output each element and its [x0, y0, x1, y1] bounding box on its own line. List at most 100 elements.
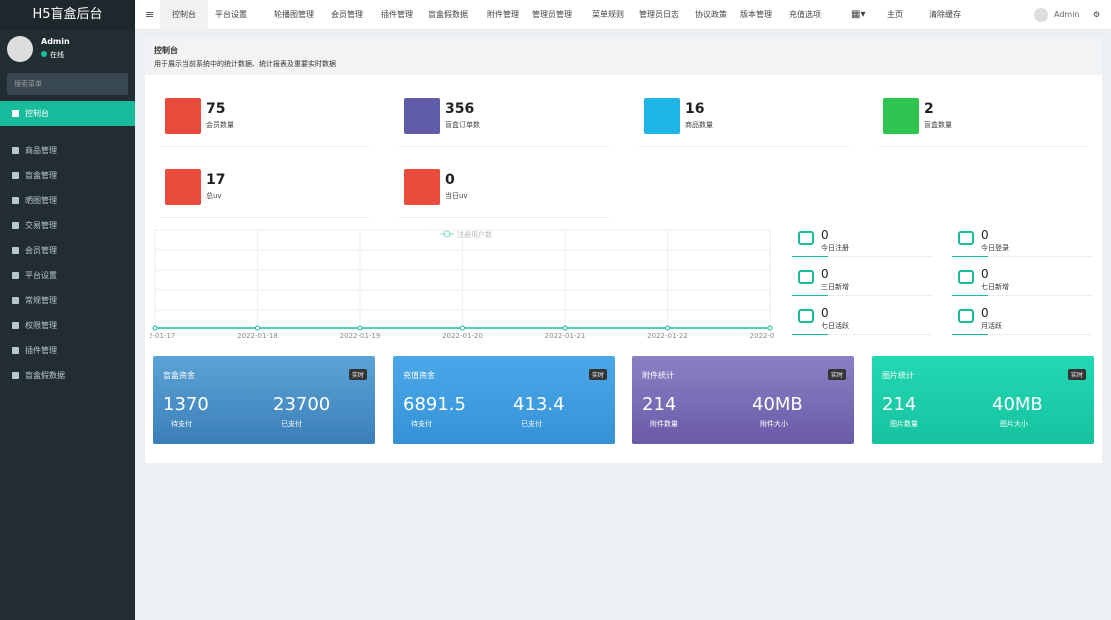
- card-title: 图片统计: [882, 371, 914, 380]
- menu-item[interactable]: 盲盒管理: [0, 163, 135, 188]
- nav-tab[interactable]: 菜单规则: [592, 10, 624, 19]
- menu-item[interactable]: 交易管理: [0, 213, 135, 238]
- mini-label: 七日新增: [981, 283, 1009, 291]
- logo[interactable]: H5盲盒后台: [0, 0, 135, 30]
- menu-item[interactable]: 常规管理: [0, 288, 135, 313]
- card-value: 214: [882, 394, 917, 415]
- stat-divider: [639, 146, 849, 147]
- top-nav: ≡ 控制台 平台设置 轮播图管理 会员管理 插件管理 盲盒假数据 附件管理 管理员管理 菜单规则…: [135, 0, 1111, 30]
- mini-icon: [798, 231, 814, 245]
- mini-accent: [952, 334, 988, 335]
- summary-card: 图片统计 实时 214 40MB 图片数量 图片大小: [872, 356, 1094, 444]
- card-badge: 实时: [588, 369, 607, 380]
- card-badge: 实时: [827, 369, 846, 380]
- menu-item[interactable]: 插件管理: [0, 338, 135, 363]
- stat-value: 16: [685, 101, 705, 117]
- nav-clear-cache[interactable]: 清除缓存: [929, 10, 961, 19]
- card-badge: 实时: [348, 369, 367, 380]
- x-tick-label: 2022-01-18: [237, 332, 278, 340]
- x-tick-label: 2022-01-20: [442, 332, 483, 340]
- menu-item[interactable]: 权限管理: [0, 313, 135, 338]
- card-label: 附件大小: [760, 420, 788, 428]
- nav-tab[interactable]: 控制台: [160, 0, 208, 30]
- nav-home[interactable]: 主页: [887, 10, 903, 19]
- x-tick-label: 2022-01-17: [150, 332, 175, 340]
- avatar: [7, 36, 33, 62]
- nav-avatar: [1034, 8, 1048, 22]
- stat-value: 2: [924, 101, 934, 117]
- search-menu[interactable]: 搜索菜单: [7, 73, 128, 95]
- stat-value: 356: [445, 101, 475, 117]
- nav-tab[interactable]: 管理员日志: [639, 10, 679, 19]
- series-point: [255, 325, 260, 331]
- mini-value: 0: [981, 267, 989, 281]
- menu-item[interactable]: 平台设置: [0, 263, 135, 288]
- mini-label: 今日注册: [821, 244, 849, 252]
- nav-tab[interactable]: 版本管理: [740, 10, 772, 19]
- card-title: 盲盒资金: [163, 371, 195, 380]
- nav-tab[interactable]: 插件管理: [381, 10, 413, 19]
- nav-tab[interactable]: 会员管理: [331, 10, 363, 19]
- sidebar: H5盲盒后台 Admin 在线 搜索菜单 控制台商品管理 盲盒管理 晒图管理 交易管理…: [0, 0, 135, 620]
- mini-icon: [958, 309, 974, 323]
- status-dot: [41, 51, 47, 57]
- stat-icon: [404, 169, 440, 205]
- mini-value: 0: [981, 228, 989, 242]
- nav-grid[interactable]: ▦▾: [851, 9, 866, 20]
- stat-icon: [883, 98, 919, 134]
- mini-icon: [798, 270, 814, 284]
- card-value: 1370: [163, 394, 209, 415]
- content-header: 控制台 用于展示当前系统中的统计数据、统计报表及重要实时数据: [145, 37, 1102, 75]
- card-label: 待支付: [411, 420, 432, 428]
- series-point: [357, 325, 363, 331]
- mini-divider: [792, 256, 932, 257]
- menu-toggle[interactable]: ≡: [145, 8, 155, 21]
- nav-tab[interactable]: 平台设置: [215, 10, 247, 19]
- nav-tab[interactable]: 协议政策: [695, 10, 727, 19]
- summary-card: 充值资金 实时 6891.5 413.4 待支付 已支付: [393, 356, 615, 444]
- stat-label: 盲盒订单数: [445, 121, 480, 129]
- nav-tab[interactable]: 轮播图管理: [274, 10, 314, 19]
- series-point: [460, 325, 465, 331]
- mini-value: 0: [821, 267, 829, 281]
- card-title: 附件统计: [642, 371, 674, 380]
- mini-accent: [792, 295, 828, 296]
- card-value: 40MB: [992, 394, 1043, 415]
- card-value: 23700: [273, 394, 331, 415]
- stat-label: 盲盒数量: [924, 121, 952, 129]
- stat-value: 75: [206, 101, 226, 117]
- mini-divider: [952, 334, 1092, 335]
- mini-label: 今日登录: [981, 244, 1009, 252]
- card-badge: 实时: [1067, 369, 1086, 380]
- mini-label: 七日活跃: [821, 322, 849, 330]
- nav-settings[interactable]: ⚙: [1093, 10, 1101, 19]
- menu-item[interactable]: 会员管理: [0, 238, 135, 263]
- stat-divider: [878, 146, 1088, 147]
- user-status: 在线: [50, 51, 64, 59]
- stat-divider: [399, 146, 609, 147]
- header-title: 控制台: [154, 46, 178, 55]
- stat-icon: [165, 98, 201, 134]
- mini-accent: [792, 334, 828, 335]
- nav-tab[interactable]: 充值选项: [789, 10, 821, 19]
- user-name: Admin: [41, 37, 70, 46]
- card-label: 待支付: [171, 420, 192, 428]
- card-value: 6891.5: [403, 394, 466, 415]
- nav-tab[interactable]: 盲盒假数据: [428, 10, 468, 19]
- card-title: 充值资金: [403, 371, 435, 380]
- nav-tab[interactable]: 附件管理: [487, 10, 519, 19]
- menu-item[interactable]: 晒图管理: [0, 188, 135, 213]
- mini-divider: [952, 256, 1092, 257]
- series-point: [152, 325, 158, 331]
- menu-item[interactable]: 商品管理: [0, 138, 135, 163]
- mini-icon: [958, 270, 974, 284]
- nav-user[interactable]: Admin: [1054, 10, 1080, 19]
- stat-icon: [165, 169, 201, 205]
- menu-item[interactable]: 控制台: [0, 101, 135, 126]
- series-point: [767, 325, 773, 331]
- mini-divider: [792, 295, 932, 296]
- x-tick-label: 2022-01-22: [647, 332, 688, 340]
- nav-tab[interactable]: 管理员管理: [532, 10, 572, 19]
- menu-item[interactable]: 盲盒假数据: [0, 363, 135, 388]
